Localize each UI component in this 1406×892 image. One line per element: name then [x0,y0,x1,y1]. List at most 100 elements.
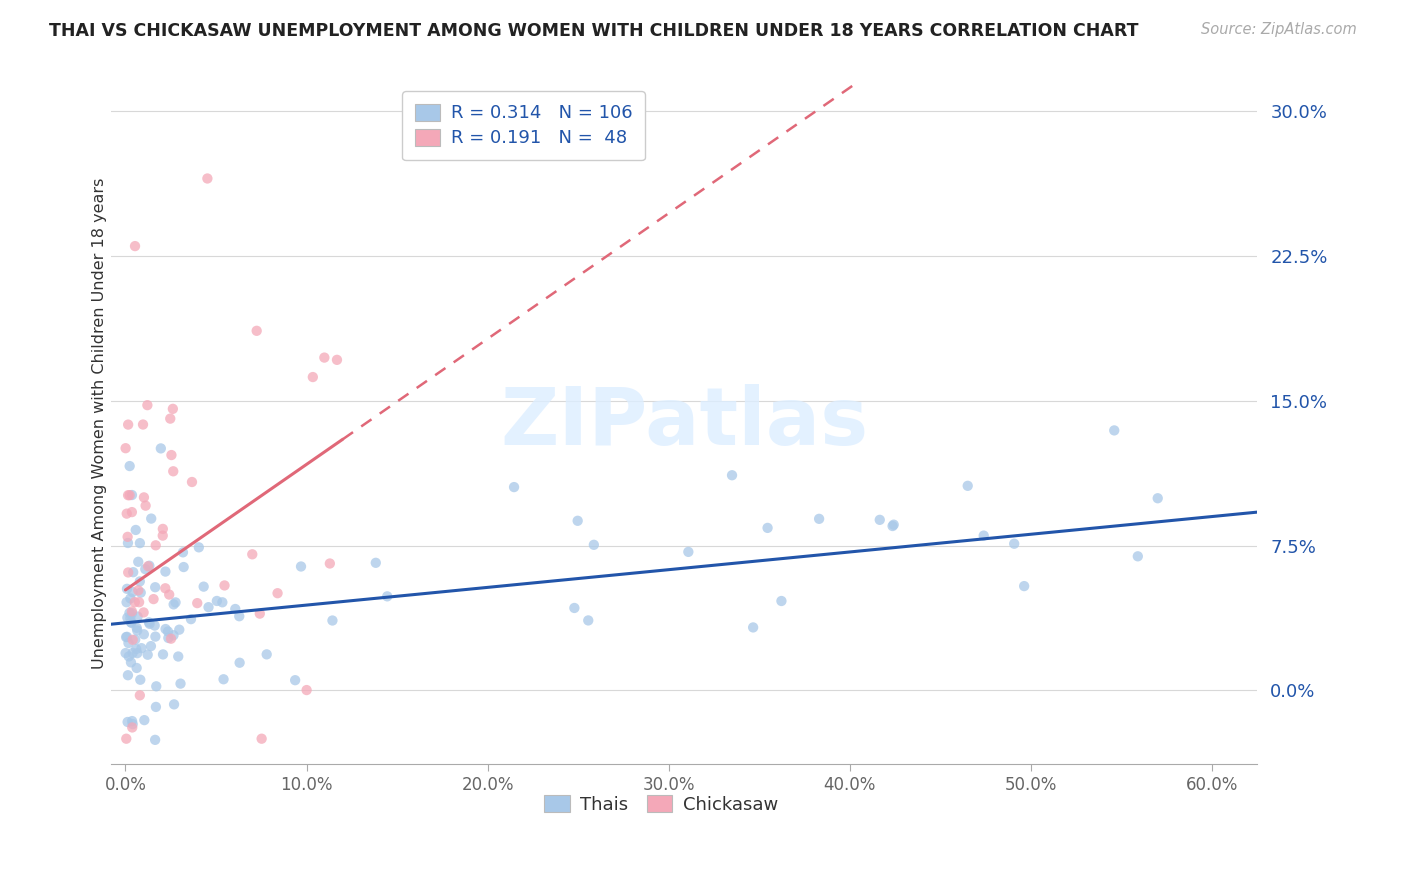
Point [163,698,186,712]
Point [117,566,139,580]
Point [118,458,141,473]
Point [117,488,139,502]
Point [125,642,148,657]
Point [145,679,167,693]
Point [375,590,398,604]
Point [118,488,141,502]
Point [121,505,143,519]
Text: ZIPatlas: ZIPatlas [501,384,868,462]
Point [143,732,166,747]
Point [212,673,235,687]
Point [172,545,194,559]
Point [155,582,177,596]
Point [132,491,155,505]
Point [152,522,174,536]
Point [180,612,202,626]
Point [295,683,318,698]
Point [1012,579,1035,593]
Point [173,560,195,574]
Point [326,352,349,367]
Point [167,649,190,664]
Point [136,648,159,662]
Point [124,595,146,609]
Point [1146,491,1168,506]
Point [114,441,136,455]
Point [162,401,184,416]
Point [132,606,155,620]
Point [197,171,219,186]
Legend: Thais, Chickasaw: Thais, Chickasaw [536,786,787,823]
Point [125,621,148,635]
Point [117,530,139,544]
Point [224,602,246,616]
Point [121,585,143,599]
Point [117,610,139,624]
Point [564,601,586,615]
Point [115,582,138,596]
Point [246,324,269,338]
Point [117,636,139,650]
Point [756,521,779,535]
Point [125,661,148,675]
Point [149,442,172,456]
Point [120,656,142,670]
Point [115,731,138,746]
Point [205,594,228,608]
Point [121,488,143,502]
Point [364,556,387,570]
Point [160,632,183,646]
Point [120,611,142,625]
Point [117,536,139,550]
Point [128,536,150,550]
Point [284,673,307,688]
Point [138,616,160,631]
Point [721,468,744,483]
Point [117,668,139,682]
Point [228,609,250,624]
Point [162,628,184,642]
Point [314,351,336,365]
Point [121,606,143,620]
Point [145,700,167,714]
Point [266,586,288,600]
Point [169,676,191,690]
Point [155,565,177,579]
Text: Source: ZipAtlas.com: Source: ZipAtlas.com [1201,22,1357,37]
Point [582,538,605,552]
Point [121,646,143,660]
Point [290,559,312,574]
Point [973,528,995,542]
Point [142,592,165,607]
Point [152,648,174,662]
Point [1002,537,1025,551]
Point [131,641,153,656]
Point [125,523,148,537]
Point [145,538,167,552]
Point [127,555,149,569]
Point [319,557,342,571]
Point [156,624,179,639]
Point [127,609,149,624]
Point [159,411,181,425]
Point [117,417,139,432]
Point [567,514,589,528]
Point [139,639,162,653]
Point [187,541,209,555]
Point [120,591,142,606]
Point [120,615,142,630]
Point [193,580,215,594]
Point [165,595,187,609]
Point [121,721,143,735]
Point [122,565,145,579]
Point [136,398,159,412]
Point [127,646,149,660]
Point [132,417,155,432]
Point [956,479,979,493]
Point [163,598,186,612]
Point [121,717,143,731]
Point [249,607,271,621]
Point [135,499,157,513]
Point [256,648,278,662]
Point [115,630,138,644]
Point [1126,549,1149,564]
